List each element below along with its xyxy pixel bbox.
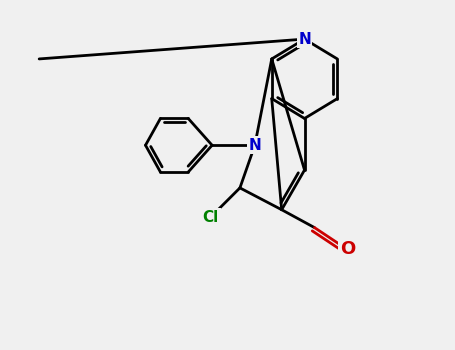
Text: N: N: [298, 32, 311, 47]
Text: O: O: [339, 240, 355, 258]
Text: Cl: Cl: [202, 210, 218, 225]
Text: N: N: [248, 138, 261, 153]
